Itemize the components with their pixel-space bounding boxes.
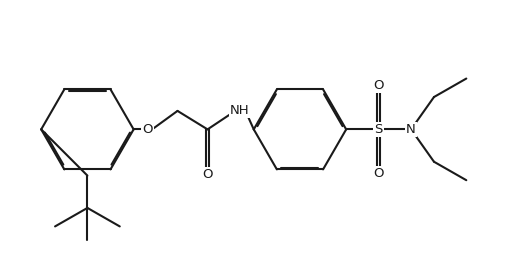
Text: O: O: [203, 168, 213, 181]
Text: NH: NH: [230, 105, 250, 117]
Text: O: O: [142, 123, 153, 136]
Text: N: N: [406, 123, 416, 136]
Text: O: O: [373, 79, 384, 92]
Text: S: S: [375, 123, 383, 136]
Text: O: O: [373, 167, 384, 180]
